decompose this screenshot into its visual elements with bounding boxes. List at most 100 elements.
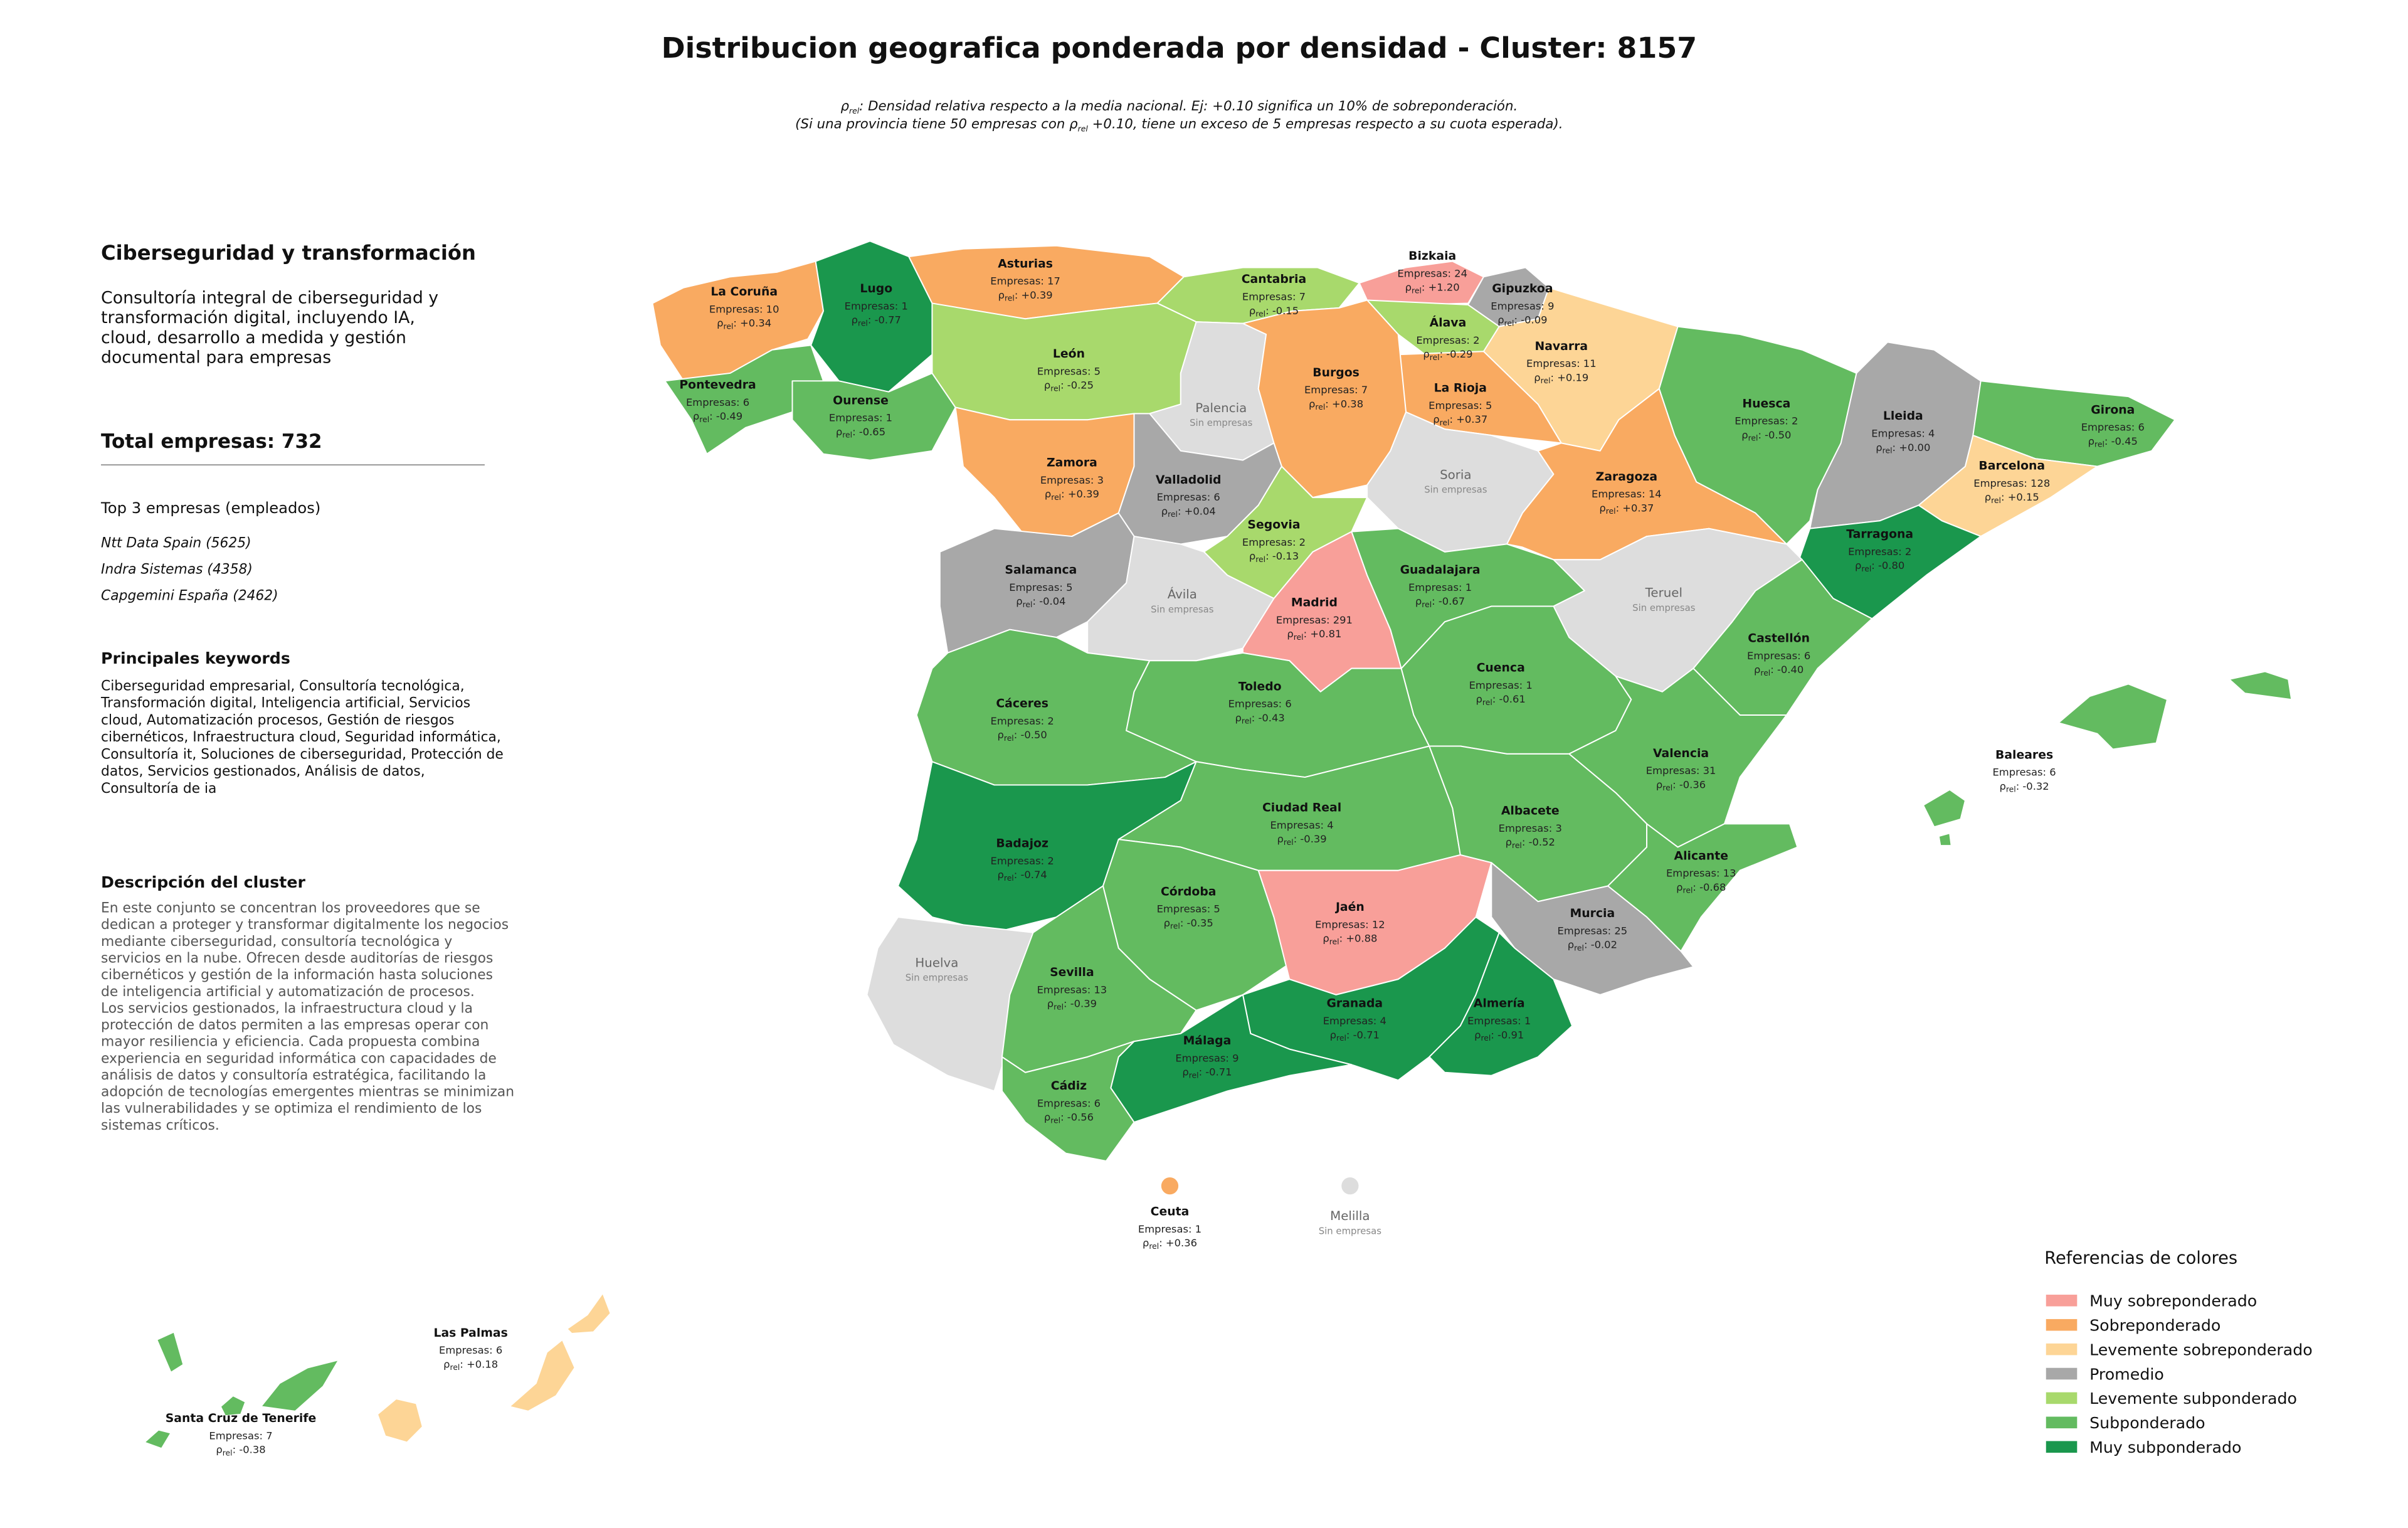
keywords-title: Principales keywords bbox=[101, 649, 290, 667]
rho-subscript: rel bbox=[1748, 434, 1758, 443]
province-companies: Empresas: 7 bbox=[1242, 290, 1306, 302]
rho-symbol: ρ bbox=[1855, 560, 1861, 571]
rho-value: +0.36 bbox=[1166, 1237, 1197, 1249]
rho-symbol: ρ bbox=[1143, 1237, 1149, 1249]
rho-suffix: : bbox=[1015, 289, 1018, 301]
rho-symbol: ρ bbox=[1656, 778, 1662, 790]
rho-subscript: rel bbox=[1440, 418, 1450, 427]
province-rho: ρrel: -0.50 bbox=[1741, 429, 1791, 443]
province-companies: Empresas: 13 bbox=[1037, 984, 1107, 995]
province-name: Soria bbox=[1440, 467, 1471, 482]
rho-symbol: ρ bbox=[1164, 917, 1170, 929]
description-title: Descripción del cluster bbox=[101, 873, 305, 891]
description-line: dedican a proteger y transformar digital… bbox=[101, 917, 509, 933]
rho-subscript: rel bbox=[1050, 1116, 1060, 1125]
companies-count: 6 bbox=[1285, 698, 1291, 710]
province-name: Castellón bbox=[1748, 632, 1810, 645]
companies-count: 7 bbox=[266, 1430, 272, 1441]
companies-label: Empresas: bbox=[1315, 918, 1369, 930]
rho-symbol: ρ bbox=[1287, 628, 1293, 640]
province-rho: ρrel: +0.81 bbox=[1287, 628, 1341, 642]
companies-label: Empresas: bbox=[1397, 267, 1451, 279]
province-rho: ρrel: -0.29 bbox=[1423, 348, 1472, 362]
rho-suffix: : bbox=[1893, 442, 1896, 454]
rho-symbol: ρ bbox=[1182, 1066, 1188, 1078]
companies-label: Empresas: bbox=[1469, 679, 1523, 691]
province-shape bbox=[810, 240, 933, 393]
description-line: análisis de datos y consultoría estratég… bbox=[101, 1068, 486, 1083]
companies-count: 2 bbox=[1905, 546, 1911, 558]
no-companies: Sin empresas bbox=[906, 972, 969, 984]
companies-count: 1 bbox=[1524, 1015, 1531, 1027]
legend-swatch bbox=[2046, 1343, 2078, 1356]
companies-label: Empresas: bbox=[1037, 1097, 1091, 1109]
province-name: Gipuzkoa bbox=[1492, 282, 1553, 295]
province-rho: ρrel: -0.40 bbox=[1754, 664, 1803, 677]
rho-symbol: ρ bbox=[2088, 435, 2094, 447]
province-name: Huesca bbox=[1742, 397, 1790, 410]
rho-suffix: : bbox=[1178, 505, 1181, 517]
rho-subscript: rel bbox=[1991, 496, 2001, 505]
province-rho: ρrel: -0.67 bbox=[1415, 595, 1465, 609]
subtitle-part: +0.10, tiene un exceso de 5 empresas res… bbox=[1088, 117, 1563, 132]
description-line: mediante ciberseguridad, consultoría tec… bbox=[101, 934, 452, 950]
rho-value: -0.39 bbox=[1300, 833, 1326, 845]
companies-label: Empresas: bbox=[1037, 984, 1091, 995]
description-line: adopción de tecnologías emergentes mient… bbox=[101, 1085, 514, 1100]
rho-suffix: : bbox=[1265, 305, 1269, 317]
rho-suffix: : bbox=[1199, 1066, 1203, 1078]
companies-label: Empresas: bbox=[845, 300, 899, 312]
rho-suffix: : bbox=[733, 317, 737, 329]
description-line: servicios en la nube. Ofrecen desde audi… bbox=[101, 950, 493, 966]
rho-suffix: : bbox=[1014, 729, 1018, 741]
province-companies: Empresas: 4 bbox=[1323, 1015, 1386, 1027]
province-name: Cantabria bbox=[1242, 273, 1306, 286]
rho-value: -0.36 bbox=[1679, 778, 1706, 790]
rho-subscript: rel bbox=[858, 319, 868, 327]
rho-value: +0.39 bbox=[1022, 289, 1053, 301]
companies-label: Empresas: bbox=[209, 1430, 263, 1441]
companies-count: 2 bbox=[1473, 334, 1479, 346]
province-name: Sevilla bbox=[1050, 966, 1094, 979]
province-name: Lleida bbox=[1883, 410, 1923, 423]
rho-suffix: : bbox=[1432, 595, 1435, 607]
province-shape bbox=[1607, 823, 1798, 952]
companies-count: 14 bbox=[1649, 488, 1662, 500]
companies-count: 9 bbox=[1232, 1052, 1238, 1064]
province-rho: ρrel: -0.04 bbox=[1016, 595, 1065, 609]
rho-value: -0.35 bbox=[1187, 917, 1213, 929]
companies-count: 2 bbox=[1047, 715, 1054, 727]
province-rho: ρrel: +0.18 bbox=[443, 1358, 498, 1372]
province-companies: Empresas: 6 bbox=[1157, 491, 1220, 503]
companies-label: Empresas: bbox=[1242, 536, 1296, 548]
rho-value: +0.34 bbox=[740, 317, 771, 329]
province-companies: Empresas: 2 bbox=[1735, 415, 1798, 427]
province-rho: ρrel: +0.38 bbox=[1309, 398, 1363, 411]
description-line: experiencia en seguridad informática con… bbox=[101, 1051, 497, 1066]
rho-subscript: rel bbox=[1760, 669, 1770, 677]
province-rho: ρrel: -0.36 bbox=[1656, 778, 1706, 792]
legend-label: Muy sobreponderado bbox=[2089, 1292, 2257, 1310]
province-shape bbox=[1491, 862, 1694, 995]
top-title: Top 3 empresas (empleados) bbox=[100, 499, 320, 517]
rho-suffix: : bbox=[1339, 933, 1343, 945]
companies-label: Empresas: bbox=[1592, 488, 1645, 500]
province-name: Ciudad Real bbox=[1262, 802, 1341, 815]
province-name: Ourense bbox=[833, 394, 889, 407]
province-rho: ρrel: -0.49 bbox=[693, 410, 742, 424]
rho-subscript: rel bbox=[1481, 1034, 1491, 1043]
rho-value: +0.37 bbox=[1456, 413, 1487, 425]
companies-count: 6 bbox=[1804, 650, 1810, 662]
top-company: Ntt Data Spain (5625) bbox=[101, 535, 251, 551]
province-name: Guadalajara bbox=[1400, 564, 1481, 577]
companies-label: Empresas: bbox=[1157, 903, 1211, 915]
rho-value: +0.00 bbox=[1899, 442, 1930, 454]
rho-symbol: ρ bbox=[998, 289, 1005, 301]
province-companies: Empresas: 6 bbox=[1037, 1097, 1101, 1109]
province-name: Madrid bbox=[1291, 597, 1338, 610]
province-rho: ρrel: -0.56 bbox=[1044, 1112, 1094, 1125]
rho-subscript: rel bbox=[1189, 1071, 1199, 1080]
legend-swatch bbox=[2046, 1441, 2078, 1453]
subtitle-part: : Densidad relativa respecto a la media … bbox=[859, 98, 1518, 114]
province-companies: Empresas: 11 bbox=[1526, 358, 1597, 369]
